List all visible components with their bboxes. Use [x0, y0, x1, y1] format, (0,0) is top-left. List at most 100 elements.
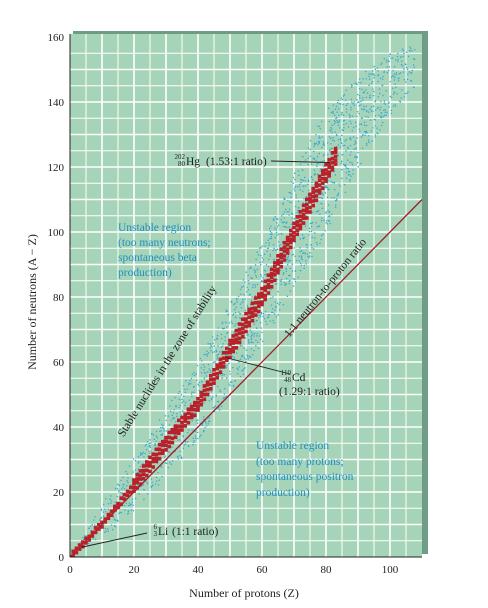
unstable-nuclide-dot — [372, 126, 374, 129]
unstable-nuclide-dot — [365, 96, 368, 99]
unstable-nuclide-dot — [261, 261, 264, 263]
stable-nuclide-point — [260, 294, 264, 299]
unstable-nuclide-dot — [260, 246, 262, 249]
unstable-nuclide-dot — [289, 191, 291, 194]
unstable-nuclide-dot — [316, 210, 319, 213]
unstable-nuclide-dot — [259, 338, 262, 341]
unstable-nuclide-dot — [245, 349, 248, 351]
stable-nuclide-point — [308, 192, 312, 197]
unstable-nuclide-dot — [411, 69, 414, 72]
stable-nuclide-point — [289, 245, 293, 250]
unstable-nuclide-dot — [120, 479, 122, 482]
unstable-nuclide-dot — [245, 271, 248, 273]
stable-nuclide-point — [151, 459, 155, 464]
unstable-nuclide-dot — [381, 62, 383, 64]
stable-nuclide-point — [285, 251, 290, 255]
unstable-nuclide-dot — [205, 424, 208, 427]
unstable-nuclide-dot — [224, 396, 227, 399]
unstable-nuclide-dot — [302, 237, 305, 240]
unstable-nuclide-dot — [313, 169, 316, 171]
x-tick-label: 80 — [321, 564, 333, 576]
unstable-nuclide-dot — [321, 207, 324, 210]
unstable-nuclide-dot — [361, 96, 364, 99]
unstable-nuclide-dot — [336, 198, 338, 200]
unstable-nuclide-dot — [313, 232, 316, 234]
unstable-nuclide-dot — [242, 354, 244, 357]
stable-nuclide-point — [292, 221, 296, 226]
stable-nuclide-point — [77, 543, 82, 547]
stable-nuclide-point — [167, 440, 171, 445]
unstable-nuclide-dot — [365, 89, 367, 91]
unstable-nuclide-dot — [138, 493, 140, 495]
unstable-nuclide-dot — [214, 360, 216, 363]
stable-nuclide-point — [298, 226, 303, 231]
unstable-nuclide-dot — [335, 116, 338, 119]
stable-nuclide-point — [193, 403, 197, 408]
stable-nuclide-point — [305, 202, 309, 207]
unstable-nuclide-dot — [342, 163, 345, 166]
stable-nuclide-point — [330, 160, 335, 165]
unstable-nuclide-dot — [351, 101, 353, 103]
stable-nuclide-point — [170, 430, 175, 435]
stable-nuclide-point — [266, 278, 271, 283]
unstable-nuclide-dot — [261, 331, 263, 334]
unstable-nuclide-dot — [213, 345, 216, 347]
stable-nuclide-point — [257, 292, 261, 296]
stable-nuclide-point — [263, 297, 267, 302]
stable-nuclide-point — [122, 492, 127, 497]
unstable-nuclide-dot — [210, 344, 212, 346]
unstable-nuclide-dot — [388, 55, 391, 57]
unstable-nuclide-dot — [345, 111, 348, 113]
unstable-nuclide-dot — [343, 144, 346, 147]
unstable-nuclide-dot — [167, 415, 170, 417]
unstable-nuclide-dot — [134, 469, 137, 471]
unstable-nuclide-dot — [244, 367, 246, 369]
unstable-nuclide-dot — [107, 528, 109, 530]
stable-nuclide-point — [330, 156, 335, 161]
unstable-nuclide-dot — [412, 58, 415, 60]
stable-nuclide-point — [298, 209, 303, 214]
unstable-nuclide-dot — [392, 93, 395, 95]
unstable-nuclide-dot — [110, 495, 112, 497]
unstable-nuclide-dot — [164, 414, 167, 417]
unstable-nuclide-dot — [298, 207, 300, 209]
stable-nuclide-point — [330, 165, 335, 170]
unstable-nuclide-dot — [339, 146, 342, 148]
unstable-nuclide-dot — [267, 239, 269, 241]
unstable-nuclide-dot — [126, 473, 129, 475]
unstable-nuclide-dot — [183, 395, 185, 398]
unstable-nuclide-dot — [155, 435, 158, 437]
unstable-nuclide-dot — [351, 130, 353, 132]
unstable-nuclide-dot — [323, 159, 326, 162]
stable-nuclide-point — [129, 490, 133, 495]
stable-nuclide-point — [177, 431, 181, 435]
stable-nuclide-point — [276, 254, 280, 258]
unstable-nuclide-dot — [349, 137, 352, 139]
unstable-nuclide-dot — [294, 172, 296, 174]
unstable-nuclide-dot — [104, 527, 107, 530]
unstable-nuclide-dot — [356, 137, 358, 139]
unstable-nuclide-dot — [239, 358, 242, 360]
stable-nuclide-point — [164, 439, 168, 444]
stable-nuclide-point — [84, 541, 88, 545]
unstable-nuclide-dot — [372, 73, 375, 75]
stable-nuclide-point — [308, 205, 312, 210]
unstable-nuclide-dot — [347, 147, 349, 150]
unstable-nuclide-dot — [222, 343, 224, 345]
stable-nuclide-point — [269, 275, 274, 280]
unstable-nuclide-dot — [231, 355, 234, 358]
unstable-nuclide-dot — [225, 321, 227, 324]
unstable-nuclide-dot — [154, 444, 157, 446]
unstable-nuclide-dot — [331, 147, 334, 150]
unstable-nuclide-dot — [377, 74, 380, 76]
unstable-nuclide-dot — [204, 372, 207, 374]
unstable-nuclide-dot — [219, 351, 221, 353]
unstable-nuclide-dot — [324, 229, 326, 232]
unstable-nuclide-dot — [318, 152, 320, 155]
unstable-nuclide-dot — [312, 157, 314, 160]
unstable-nuclide-dot — [389, 53, 392, 55]
unstable-nuclide-dot — [297, 200, 300, 203]
unstable-nuclide-dot — [331, 124, 334, 126]
unstable-nuclide-dot — [319, 213, 321, 215]
unstable-nuclide-dot — [264, 245, 266, 247]
